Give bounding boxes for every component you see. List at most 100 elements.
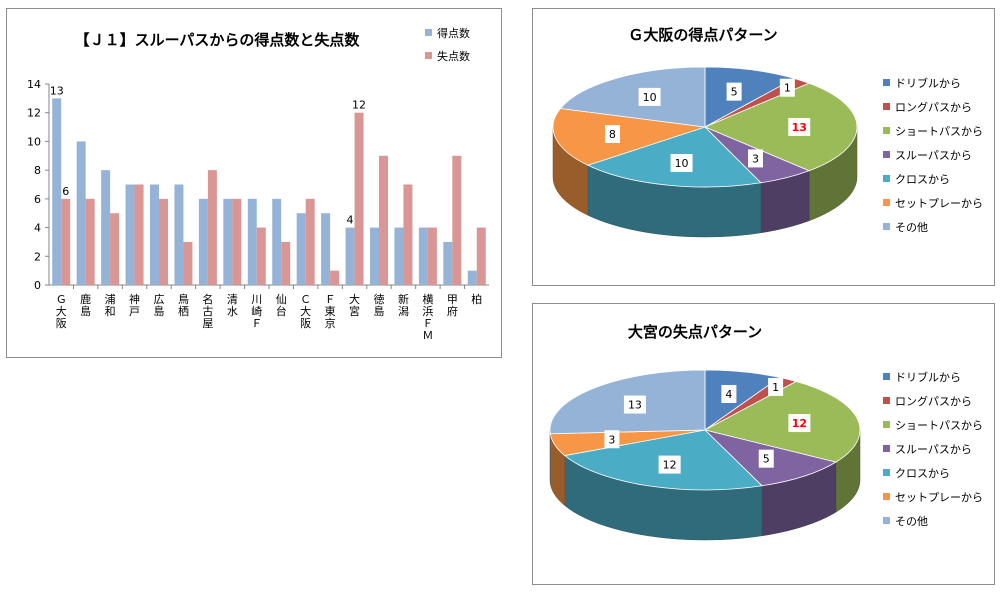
pie-data-label: 5 (731, 86, 738, 99)
bar-scored (125, 184, 135, 285)
pie-legend-label: ショートパスから (895, 125, 983, 138)
bar-conceded (207, 170, 217, 285)
category-label-char: 新 (398, 292, 409, 306)
category-label-char: 崎 (251, 304, 262, 318)
bar-data-label: 6 (62, 185, 69, 198)
pie-legend-label: ドリブルから (895, 76, 961, 90)
pie-data-label: 5 (763, 453, 770, 466)
category-label-char: 島 (80, 304, 91, 318)
y-tick-label: 4 (34, 222, 41, 235)
bar-conceded (110, 213, 120, 285)
y-tick-label: 14 (27, 78, 41, 91)
pie-slice-2 (703, 82, 858, 172)
legend-swatch-conceded (425, 52, 432, 59)
pie-legend-label: ショートパスから (895, 419, 983, 432)
pie-legend-label: その他 (895, 515, 928, 528)
bar-scored (223, 198, 233, 285)
y-tick-label: 2 (34, 250, 41, 263)
pie-legend-label: スルーパスから (895, 149, 972, 162)
pie-legend-swatch (883, 373, 890, 380)
bar-data-label: 12 (352, 99, 366, 112)
bar-chart-panel: 【Ｊ１】スルーパスからの得点数と失点数 得点数 失点数 0 2 4 6 8 10 12 14 … (6, 8, 502, 358)
bar-conceded (232, 198, 242, 285)
category-label-char: Ｃ (300, 293, 311, 306)
bar-data-label: 13 (50, 84, 64, 97)
pie-legend-label: ロングパスから (895, 100, 972, 114)
pie-gosaka-legend: ドリブルからロングパスからショートパスからスルーパスからクロスからセットプレーか… (883, 76, 983, 234)
bar-scored (247, 198, 257, 285)
category-label-char: 神 (129, 292, 140, 306)
category-label-char: Ｇ (56, 293, 67, 306)
bar-conceded (61, 198, 71, 285)
category-label-char: 浜 (422, 305, 433, 318)
bar-scored (443, 241, 453, 285)
bar-chart: 【Ｊ１】スルーパスからの得点数と失点数 得点数 失点数 02468101214 … (27, 27, 489, 342)
bar-scored (174, 184, 184, 285)
category-label-char: 東 (325, 305, 336, 318)
pie-chart-omiya: 大宮の失点パターン 4 1 12 5 12 3 13 ドリブルからロングパスからショートパス… (549, 323, 983, 541)
pie-legend-label: ロングパスから (895, 394, 972, 408)
y-tick-label: 12 (27, 107, 41, 120)
category-label-char: 広 (154, 293, 165, 306)
category-label-char: 横 (422, 292, 433, 306)
pie-data-label: 8 (609, 128, 616, 141)
pie-data-label: 12 (792, 417, 807, 430)
pie-data-label-box (670, 154, 693, 173)
bar-conceded (476, 227, 486, 285)
pie-data-label: 3 (608, 433, 615, 446)
bar-scored (76, 141, 86, 285)
category-label-char: 鹿 (80, 292, 91, 306)
bar-chart-legend: 得点数 失点数 (425, 27, 470, 63)
category-label-char: 潟 (398, 305, 409, 318)
category-label-char: 戸 (129, 305, 140, 318)
category-label-char: 大 (56, 304, 67, 318)
bar-chart-bars (52, 98, 486, 285)
bar-conceded (281, 241, 291, 285)
bar-scored (198, 198, 208, 285)
bar-conceded (379, 155, 388, 285)
pie-data-label-box (638, 87, 661, 106)
bar-scored (150, 184, 159, 285)
category-label-char: 京 (325, 316, 336, 330)
pie-data-label: 4 (725, 388, 732, 401)
category-label-char: 阪 (300, 316, 311, 330)
pie-data-label: 13 (628, 399, 642, 412)
bar-conceded (427, 227, 437, 285)
bar-data-label: 4 (347, 214, 354, 227)
bar-conceded (134, 184, 144, 285)
bar-scored (370, 227, 379, 285)
bar-chart-category-labels: Ｇ大阪鹿島浦和神戸広島鳥栖名古屋清水川崎Ｆ仙台Ｃ大阪Ｆ東京大宮徳島新潟横浜ＦＭ甲… (56, 292, 483, 342)
pie-data-label-box (658, 455, 681, 474)
bar-scored (418, 227, 428, 285)
category-label-char: Ｆ (422, 317, 433, 330)
bar-conceded (452, 155, 462, 285)
y-tick-label: 8 (34, 164, 41, 177)
pie-chart-omiya-title: 大宮の失点パターン (628, 323, 762, 341)
category-label-char: 島 (154, 304, 165, 318)
category-label-char: 水 (227, 305, 238, 318)
bar-scored (296, 213, 306, 285)
pie-legend-swatch (883, 175, 890, 182)
bar-conceded (159, 198, 168, 285)
category-label-char: 台 (276, 304, 287, 318)
pie-legend-swatch (883, 223, 890, 230)
pie-omiya-sides (549, 429, 861, 541)
category-label-char: 栖 (178, 304, 189, 318)
pie-gosaka-slices (552, 66, 858, 188)
pie-slice-0 (704, 66, 796, 128)
category-label-char: 名 (202, 292, 213, 306)
category-label-char: 鳥 (178, 292, 189, 306)
category-label-char: 屋 (202, 317, 213, 330)
category-label-char: 宮 (349, 304, 360, 318)
bar-chart-axes: 0 2 4 6 8 10 12 14 (27, 78, 489, 292)
category-label-char: 柏 (471, 292, 482, 306)
pie-legend-label: セットプレーから (895, 197, 983, 210)
pie-slice-2 (703, 381, 861, 463)
category-label-char: Ｍ (422, 329, 433, 342)
bar-conceded (330, 270, 340, 285)
pie-data-label: 10 (675, 157, 689, 170)
category-label-char: 府 (447, 304, 458, 318)
bar-conceded (183, 241, 193, 285)
pie-chart-gosaka: Ｇ大阪の得点パターン 5 1 13 3 10 8 10 ドリブルからロングパスからショートパ… (552, 26, 983, 238)
legend-label-conceded: 失点数 (437, 50, 470, 63)
